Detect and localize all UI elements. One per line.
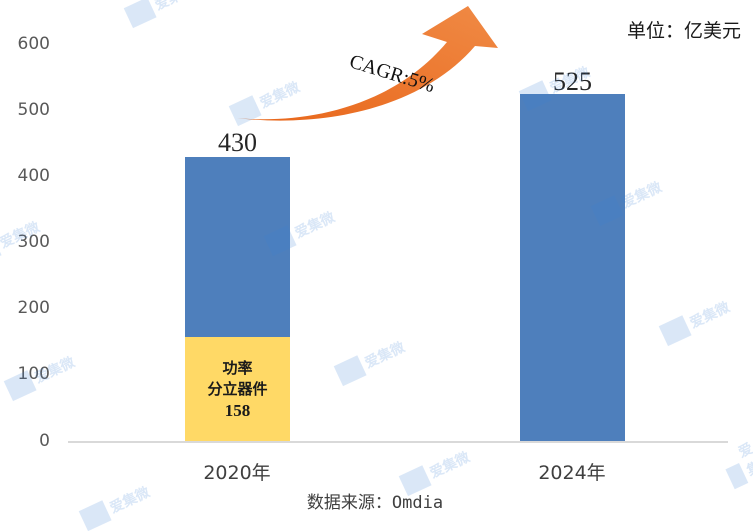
y-tick-0: 0: [39, 431, 50, 451]
x-tick-2020: 2020年: [203, 462, 271, 484]
segment-label-line2: 分立器件: [207, 379, 268, 398]
segment-label-line1: 功率: [222, 358, 253, 377]
y-tick-200: 200: [17, 298, 50, 318]
value-label-2020: 430: [218, 128, 257, 157]
y-tick-600: 600: [17, 34, 50, 54]
segment-value: 158: [224, 400, 251, 420]
bar-2020-power-discrete: 功率 分立器件 158: [185, 337, 290, 441]
y-tick-400: 400: [17, 166, 50, 186]
y-tick-300: 300: [17, 232, 50, 252]
x-axis-line: [68, 441, 728, 443]
bar-2024: [520, 94, 625, 441]
x-tick-2024: 2024年: [538, 462, 606, 484]
source-note: 数据来源：Omdia: [306, 493, 444, 513]
unit-label: 单位：亿美元: [626, 20, 741, 42]
bar-2020-other: [185, 157, 290, 337]
y-tick-100: 100: [17, 364, 50, 384]
y-tick-500: 500: [17, 100, 50, 120]
value-label-2024: 525: [553, 67, 592, 96]
